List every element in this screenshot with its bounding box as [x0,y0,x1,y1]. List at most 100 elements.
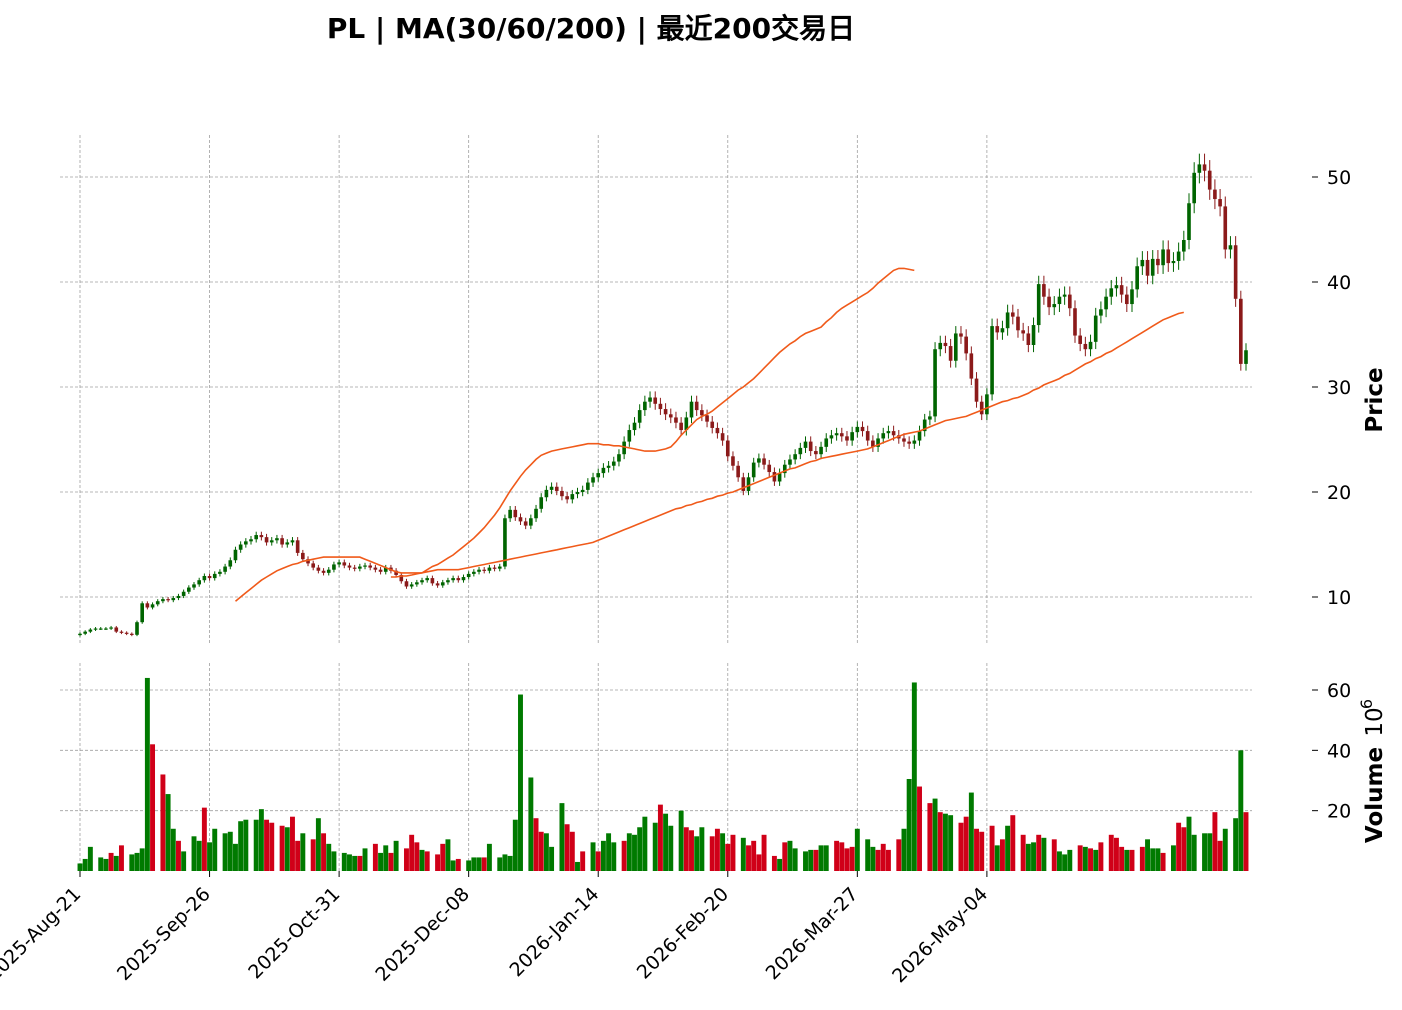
volume-bar [1222,828,1228,871]
candle-body [368,565,373,568]
candle-body [409,584,414,587]
volume-bar [590,842,596,871]
candle-body [845,436,849,441]
volume-bar [917,786,922,871]
volume-bar [347,854,352,871]
candle-body [254,535,259,540]
volume-bar [134,852,140,871]
candle-body [679,422,683,431]
volume-bar [911,682,917,871]
candle-body [275,538,279,541]
candle-body [725,440,730,457]
volume-bar [144,677,150,871]
candle-body [394,570,398,575]
volume-bar [1217,840,1223,871]
candle-body [782,464,787,474]
volume-bar [1176,822,1182,871]
volume-bar [1108,834,1114,871]
candle-body [544,489,549,498]
candle-body [611,461,616,466]
volume-bar [803,851,808,871]
candle-body [1109,288,1114,297]
price-tick-label: 30 [1327,377,1351,399]
candle-body [798,447,803,455]
volume-bar [849,846,855,871]
volume-bar [1041,837,1047,871]
volume-bar [98,857,104,871]
candle-body [1078,335,1082,344]
volume-bar [481,857,487,871]
candle-body [694,401,699,411]
volume-bar [404,848,409,871]
volume-bar [378,852,384,871]
volume-bar [756,854,762,871]
volume-bar [528,777,534,871]
volume-bar [290,816,295,871]
volume-bar [1088,848,1093,871]
candle-body [238,544,243,550]
candle-body [891,431,896,436]
candle-body [326,569,331,573]
candle-body [461,577,466,581]
candle-body [1150,258,1155,276]
volume-bar [238,821,244,871]
candle-body [969,353,974,379]
candle-body [720,433,725,441]
candle-body [1036,284,1041,326]
volume-bar [1207,833,1213,871]
volume-bar [455,858,461,871]
candle-body [171,598,176,601]
volume-bar [569,831,575,871]
candle-body [1067,294,1072,309]
volume-bar [942,813,948,871]
volume-bar [823,845,829,871]
candle-body [757,458,761,463]
volume-bar [409,834,415,871]
volume-bar [207,842,213,871]
candle-body [150,604,155,608]
candle-body [1062,294,1067,297]
volume-bar [787,840,793,871]
candle-body [1228,245,1233,250]
volume-bar [445,839,451,871]
volume-bar [989,825,995,871]
volume-bar [227,831,233,871]
candle-body [902,438,906,442]
candle-body [435,583,440,586]
candle-body [824,438,829,447]
volume-bar [777,858,783,871]
volume-bar [782,842,788,871]
candle-body [492,567,497,569]
volume-bar [699,827,705,871]
candle-body [684,417,689,431]
candle-body [1119,285,1124,295]
candle-body [829,435,834,439]
volume-bar [1077,845,1083,871]
candle-body [114,627,119,632]
volume-bar [626,833,632,871]
candle-body [440,582,445,586]
candle-body [104,628,108,630]
volume-bar [471,857,477,871]
candle-body [446,580,450,583]
candle-body [456,578,461,581]
volume-bar [518,694,523,871]
candle-body [751,462,756,478]
candle-body [497,566,502,569]
candle-body [233,549,238,561]
candle-body [192,584,196,588]
volume-bar [559,803,565,871]
volume-bar [958,822,964,871]
candle-body [98,628,103,630]
candle-body [472,571,476,574]
candle-body [482,569,487,571]
volume-bar [1093,849,1099,871]
candle-body [332,564,336,570]
volume-bar [170,828,176,871]
volume-bar [1119,846,1125,871]
candle-body [534,508,538,519]
x-tick-label: 2026-Feb-20 [633,883,733,983]
volume-bar [549,846,555,871]
volume-bar [388,852,394,871]
candle-body [1176,251,1181,261]
